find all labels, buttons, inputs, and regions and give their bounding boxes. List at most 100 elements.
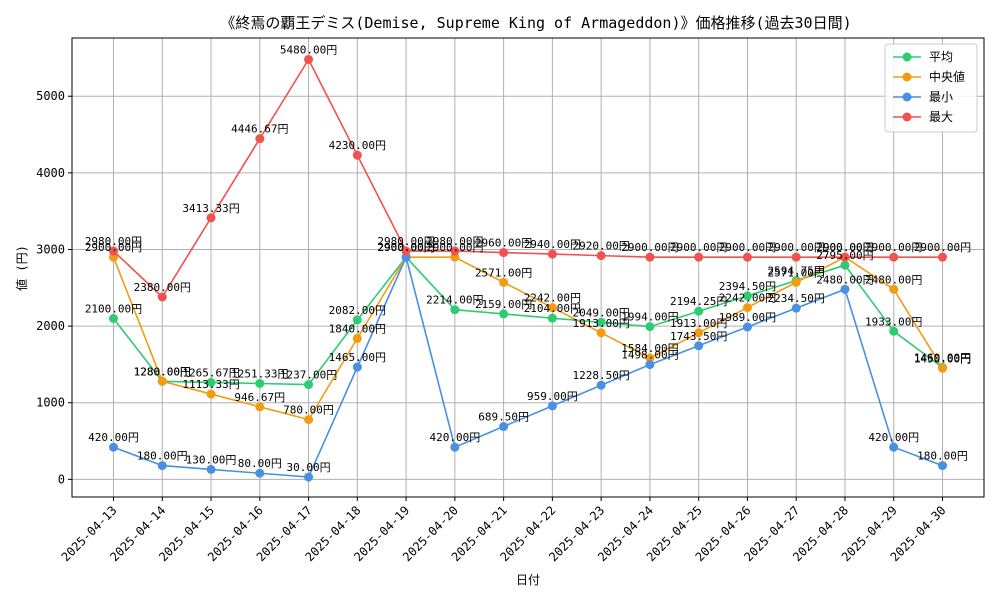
- series-layer: [109, 54, 947, 482]
- data-point: [109, 313, 118, 323]
- data-point: [938, 363, 947, 373]
- data-point: [109, 442, 118, 452]
- data-point: [694, 252, 704, 262]
- data-label: 2594.75円: [768, 265, 825, 278]
- data-label: 4446.67円: [231, 123, 288, 136]
- data-label: 2159.00円: [475, 298, 532, 311]
- x-axis-label: 日付: [516, 573, 540, 587]
- data-point: [352, 150, 362, 160]
- data-point: [645, 252, 655, 262]
- data-point: [596, 380, 606, 390]
- data-point: [157, 461, 167, 471]
- data-label: 2900.00円: [816, 241, 873, 254]
- data-label: 2571.00円: [475, 266, 532, 279]
- data-point: [694, 341, 704, 351]
- legend-box: [884, 43, 978, 133]
- legend-label: 平均: [929, 50, 953, 64]
- data-point: [645, 322, 655, 332]
- data-label: 2100.00円: [85, 302, 142, 315]
- data-label: 1498.00円: [621, 349, 678, 362]
- legend-marker: [902, 92, 912, 102]
- data-point: [401, 246, 411, 256]
- data-point: [840, 252, 850, 262]
- data-label: 1237.00円: [280, 369, 337, 382]
- data-label: 130.00円: [186, 453, 237, 466]
- data-point: [938, 252, 947, 262]
- data-point: [109, 246, 118, 256]
- data-label: 1265.67円: [182, 366, 239, 379]
- data-point: [157, 376, 167, 386]
- data-point: [889, 252, 899, 262]
- data-point: [742, 303, 752, 313]
- data-label: 2900.00円: [621, 241, 678, 254]
- y-axis-ticks: 0 1000 2000 3000 4000 5000: [36, 89, 72, 486]
- legend-item: 最小: [893, 90, 953, 104]
- data-label: 2960.00円: [475, 237, 532, 250]
- data-point: [791, 252, 801, 262]
- series-line: [112, 256, 944, 421]
- data-label: 2082.00円: [329, 304, 386, 317]
- data-point: [547, 303, 557, 313]
- data-label: 2980.00円: [377, 235, 434, 248]
- data-label: 689.50円: [478, 411, 529, 424]
- data-label: 1113.33円: [182, 378, 239, 391]
- data-point: [547, 249, 557, 259]
- data-label: 1933.00円: [865, 315, 922, 328]
- legend-marker: [902, 72, 912, 82]
- data-label: 2920.00円: [572, 240, 629, 253]
- data-point: [694, 328, 704, 338]
- data-point: [791, 277, 801, 287]
- data-label: 2900.00円: [865, 241, 922, 254]
- data-label: 2980.00円: [85, 235, 142, 248]
- series-line: [113, 254, 943, 478]
- data-label: 1913.00円: [572, 317, 629, 330]
- data-label: 1989.00円: [719, 311, 776, 324]
- data-label: 2900.00円: [377, 241, 434, 254]
- legend-item: 中央値: [893, 69, 965, 84]
- data-point: [547, 401, 557, 411]
- data-label: 2900.00円: [426, 241, 483, 254]
- legend-label: 中央値: [929, 69, 965, 84]
- data-label: 2940.00円: [524, 238, 581, 251]
- data-point: [304, 472, 314, 482]
- data-label: 2214.00円: [426, 294, 483, 307]
- data-label: 2900.00円: [914, 241, 971, 254]
- series-最小: [109, 252, 947, 482]
- data-point: [938, 461, 947, 471]
- data-point: [255, 468, 265, 478]
- series-line: [112, 57, 943, 299]
- y-tick-label: 5000: [36, 89, 65, 103]
- data-label: 2900.00円: [768, 241, 825, 254]
- legend-marker: [902, 52, 912, 62]
- data-point: [499, 422, 509, 432]
- data-point: [304, 54, 314, 64]
- data-label: 1465.00円: [329, 351, 386, 364]
- data-point: [352, 333, 362, 343]
- data-label: 2242.00円: [719, 292, 776, 305]
- data-point: [450, 305, 460, 315]
- data-point: [352, 315, 362, 325]
- data-point: [499, 248, 509, 258]
- y-tick-label: 1000: [36, 396, 65, 410]
- data-label: 959.00円: [527, 390, 578, 403]
- data-label: 80.00円: [238, 457, 282, 470]
- y-tick-label: 4000: [36, 166, 65, 180]
- data-point: [742, 252, 752, 262]
- data-label: 2900.00円: [377, 241, 434, 254]
- data-label: 780.00円: [283, 404, 334, 417]
- data-point: [499, 277, 509, 287]
- data-label: 2480.00円: [865, 273, 922, 286]
- data-label: 1994.00円: [621, 311, 678, 324]
- data-point: [742, 322, 752, 332]
- data-label: 2104.00円: [524, 302, 581, 315]
- data-point: [304, 415, 314, 425]
- data-point: [206, 377, 216, 387]
- data-point: [255, 134, 265, 144]
- data-point: [791, 303, 801, 313]
- chart-title: 《終焉の覇王デミス(Demise, Supreme King of Armage…: [220, 14, 851, 32]
- data-point: [255, 378, 265, 388]
- data-label: 1913.00円: [670, 317, 727, 330]
- data-label: 2900.00円: [670, 241, 727, 254]
- data-point: [499, 309, 509, 319]
